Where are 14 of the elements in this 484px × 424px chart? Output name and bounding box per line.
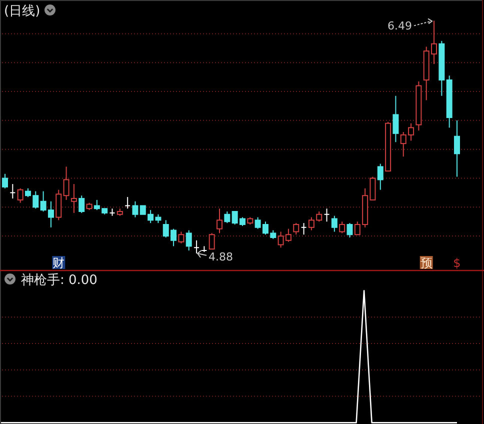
chart-title: (日线) (4, 4, 40, 19)
candlestick (324, 208, 330, 222)
candlestick (70, 184, 77, 214)
annotation: 6.49 (388, 20, 412, 33)
chart-title: 神枪手: 0.00 (21, 273, 98, 288)
candlestick (10, 184, 16, 199)
candlestick (194, 240, 200, 254)
text: $ (453, 256, 461, 270)
annotation: 4.88 (208, 250, 234, 264)
candlestick (63, 166, 70, 200)
candlestick (446, 75, 452, 128)
candlestick (300, 222, 307, 236)
candlestick (392, 95, 399, 143)
candlestick (454, 120, 460, 178)
